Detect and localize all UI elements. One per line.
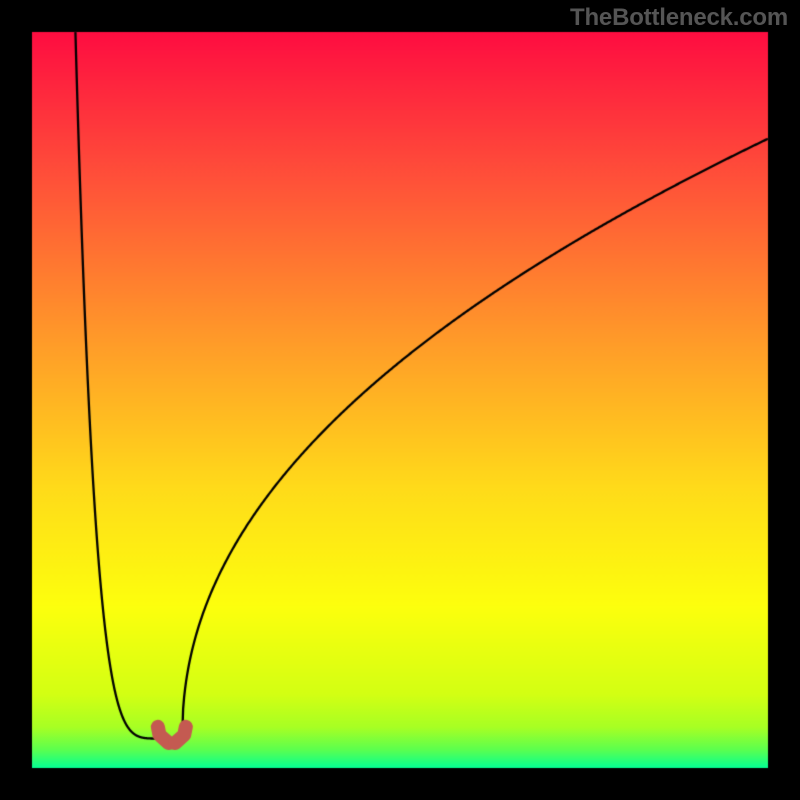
gradient-plot-canvas	[0, 0, 800, 800]
figure-root: TheBottleneck.com	[0, 0, 800, 800]
